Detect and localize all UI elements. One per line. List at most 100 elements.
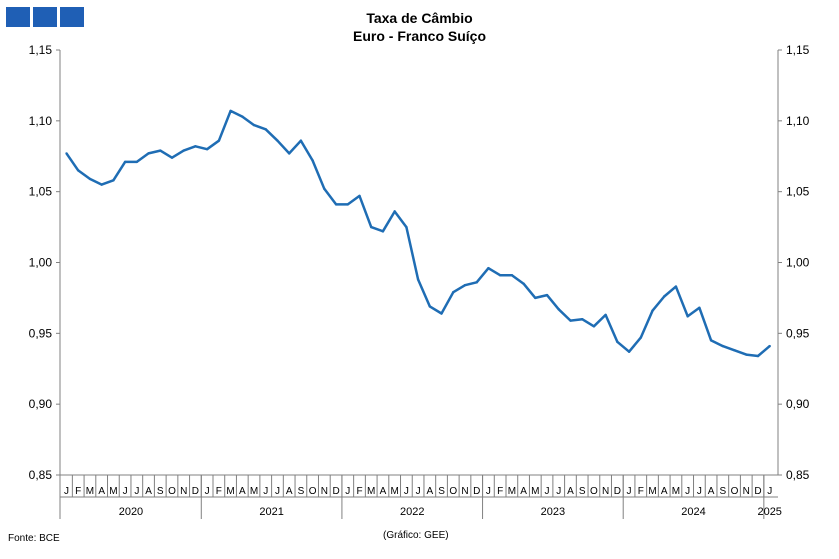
month-label: S	[719, 486, 726, 497]
data-point	[663, 295, 666, 298]
source-note: Fonte: BCE	[8, 533, 60, 544]
year-label: 2023	[541, 506, 565, 518]
month-label: M	[648, 486, 656, 497]
data-point	[639, 336, 642, 339]
month-label: M	[390, 486, 398, 497]
month-label: N	[321, 486, 328, 497]
month-label: A	[661, 486, 668, 497]
month-label: O	[731, 486, 739, 497]
y-tick-label: 0,95	[29, 326, 53, 340]
data-point	[510, 274, 514, 277]
data-point	[311, 159, 314, 162]
month-label: D	[332, 486, 339, 497]
data-point	[475, 281, 478, 284]
data-point	[745, 353, 748, 356]
month-label: M	[226, 486, 234, 497]
y-tick-label: 1,05	[29, 185, 53, 199]
month-label: A	[98, 486, 105, 497]
month-label: J	[767, 486, 772, 497]
data-point	[498, 274, 502, 277]
chart-title-block: Taxa de Câmbio Euro - Franco Suíço	[0, 9, 839, 45]
month-label: S	[438, 486, 445, 497]
month-label: F	[356, 486, 362, 497]
data-point	[393, 210, 396, 213]
month-label: A	[286, 486, 293, 497]
data-point	[709, 339, 713, 342]
month-label: F	[75, 486, 81, 497]
data-point	[229, 109, 232, 113]
data-point	[241, 115, 244, 118]
month-label: F	[638, 486, 644, 497]
month-label: J	[697, 486, 702, 497]
month-label: F	[497, 486, 503, 497]
data-point	[182, 149, 185, 152]
data-point	[170, 156, 174, 159]
month-label: M	[250, 486, 258, 497]
month-label: J	[263, 486, 268, 497]
data-point	[88, 177, 92, 181]
y-tick-label-right: 1,10	[786, 114, 810, 128]
month-label: F	[216, 486, 222, 497]
month-label: N	[602, 486, 609, 497]
month-label: A	[239, 486, 246, 497]
data-point	[287, 152, 291, 155]
data-point	[616, 340, 619, 344]
chart-credit: (Gráfico: GEE)	[383, 530, 449, 541]
month-label: J	[545, 486, 550, 497]
year-label: 2024	[681, 506, 705, 518]
data-point	[123, 160, 127, 164]
y-tick-label: 1,10	[29, 114, 53, 128]
data-point	[651, 309, 654, 312]
month-label: D	[192, 486, 199, 497]
month-label: M	[672, 486, 680, 497]
data-point	[733, 349, 736, 352]
data-point	[463, 283, 467, 287]
data-point	[252, 123, 256, 127]
data-point	[674, 285, 678, 288]
data-point	[686, 315, 689, 318]
logo	[6, 7, 84, 27]
data-point	[135, 160, 139, 164]
data-point	[264, 128, 267, 131]
data-point	[698, 306, 701, 310]
data-point	[276, 139, 279, 142]
month-label: M	[86, 486, 94, 497]
data-point	[534, 296, 537, 300]
month-label: S	[157, 486, 164, 497]
month-label: O	[449, 486, 457, 497]
data-point	[604, 313, 607, 317]
month-label: A	[520, 486, 527, 497]
month-label: J	[685, 486, 690, 497]
y-tick-label-right: 1,05	[786, 185, 810, 199]
data-point	[381, 230, 385, 233]
data-point	[592, 325, 596, 328]
data-point	[370, 225, 373, 229]
month-label: J	[275, 486, 280, 497]
data-point	[557, 308, 560, 311]
data-point	[217, 139, 221, 142]
month-label: J	[123, 486, 128, 497]
month-label: N	[743, 486, 750, 497]
month-label: J	[134, 486, 139, 497]
month-label: J	[205, 486, 210, 497]
data-point	[358, 194, 361, 198]
series-line	[65, 109, 771, 358]
data-point	[522, 282, 525, 285]
data-point	[452, 291, 455, 294]
data-point	[299, 139, 303, 142]
month-label: J	[345, 486, 350, 497]
data-point	[112, 179, 115, 182]
month-label: J	[64, 486, 69, 497]
data-point	[440, 312, 443, 315]
y-tick-label: 0,85	[29, 468, 53, 482]
data-point	[100, 183, 103, 186]
year-label: 2022	[400, 506, 424, 518]
data-point	[487, 266, 490, 270]
month-label: N	[461, 486, 468, 497]
month-label: O	[168, 486, 176, 497]
month-label: D	[754, 486, 761, 497]
data-point	[159, 149, 162, 152]
month-label: D	[614, 486, 621, 497]
month-label: A	[426, 486, 433, 497]
data-point	[545, 293, 549, 297]
